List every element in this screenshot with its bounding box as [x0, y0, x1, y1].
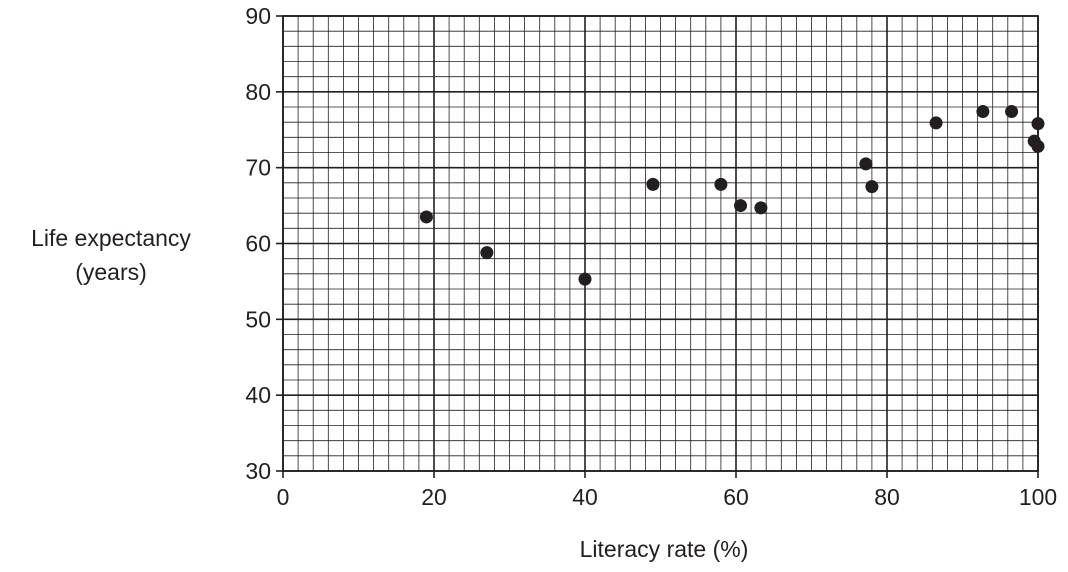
data-point: [1031, 117, 1045, 131]
x-tick-label: 40: [572, 484, 598, 510]
x-axis-tick-labels: 0 20 40 60 80 100: [277, 484, 1058, 510]
y-axis-tick-labels: 30 40 50 60 70 80 90: [245, 3, 271, 484]
major-gridlines: [282, 15, 1039, 472]
data-point: [646, 177, 660, 191]
y-axis-label-line-2: (years): [75, 259, 147, 285]
y-axis-label-line-1: Life expectancy: [31, 225, 191, 251]
y-tick-label: 40: [245, 382, 271, 408]
data-points: [419, 105, 1045, 286]
data-point: [754, 201, 768, 215]
axis-ticks: [276, 15, 1039, 478]
y-tick-label: 30: [245, 458, 271, 484]
x-tick-label: 20: [421, 484, 447, 510]
data-point: [976, 105, 990, 119]
x-axis-label: Literacy rate (%): [580, 536, 749, 562]
data-point: [714, 177, 728, 191]
data-point: [419, 210, 433, 224]
data-point: [1005, 105, 1019, 119]
data-point: [480, 246, 494, 260]
data-point: [1031, 139, 1045, 153]
y-tick-label: 50: [245, 306, 271, 332]
x-tick-label: 80: [874, 484, 900, 510]
x-tick-label: 60: [723, 484, 749, 510]
y-tick-label: 90: [245, 3, 271, 29]
x-tick-label: 100: [1019, 484, 1057, 510]
data-point: [865, 180, 879, 194]
data-point: [929, 116, 943, 130]
data-point: [859, 157, 873, 171]
data-point: [578, 272, 592, 286]
x-tick-label: 0: [277, 484, 290, 510]
data-point: [734, 199, 748, 213]
y-tick-label: 70: [245, 155, 271, 181]
y-tick-label: 60: [245, 231, 271, 257]
y-tick-label: 80: [245, 79, 271, 105]
